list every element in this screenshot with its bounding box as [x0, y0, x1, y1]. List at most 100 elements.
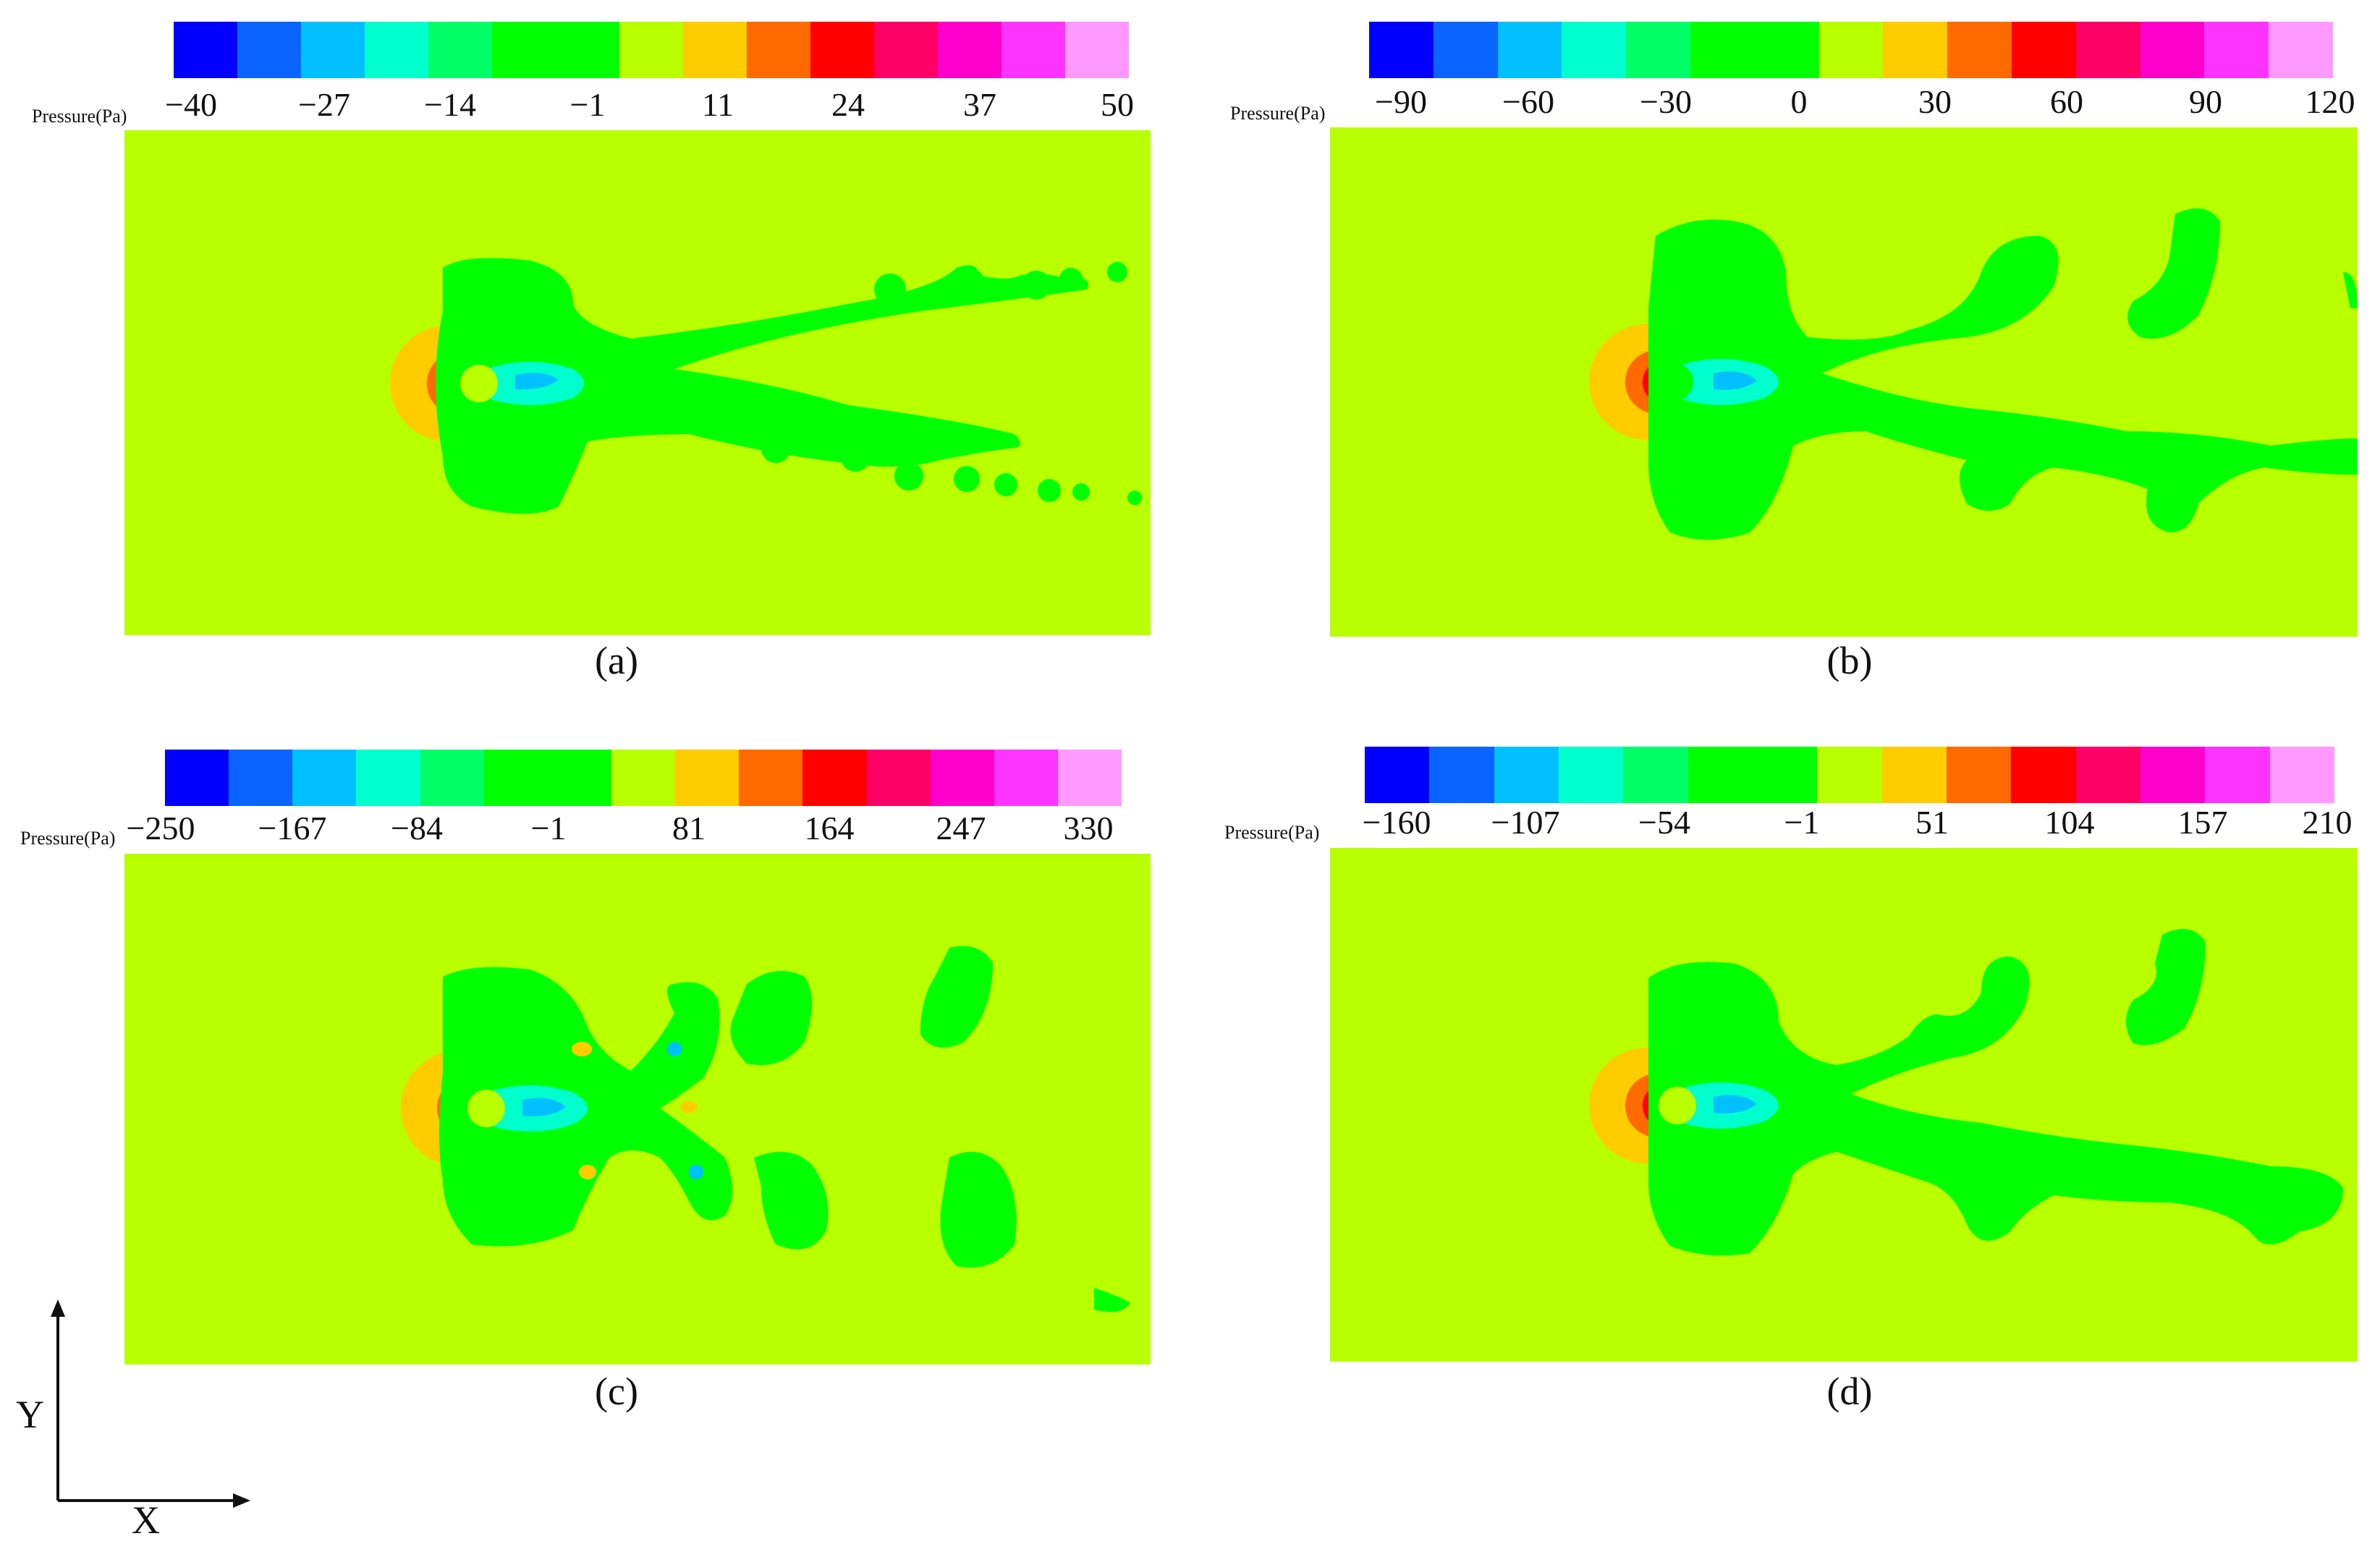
pressure-label-c: Pressure(Pa) [20, 828, 116, 849]
tick-c-5: 164 [804, 810, 855, 847]
colorbar-segment [1817, 747, 1882, 803]
pressure-field-a [124, 130, 1151, 635]
tick-c-1: −167 [258, 810, 327, 847]
colorbar-segment [229, 750, 293, 806]
colorbar-segment [2075, 747, 2140, 803]
colorbar-segment [1690, 22, 1755, 78]
pressure-field-d [1330, 848, 2358, 1362]
colorbar-segment [365, 22, 428, 78]
colorbar-segment [2269, 747, 2334, 803]
tick-c-4: 81 [672, 810, 706, 847]
colorbar-segment [174, 22, 237, 78]
colorbar-segment [1001, 22, 1065, 78]
x-axis-label: X [132, 1498, 160, 1542]
tick-a-4: 11 [701, 86, 734, 123]
tick-a-3: −1 [569, 86, 606, 123]
colorbar-segment [1497, 22, 1562, 78]
tick-a-6: 37 [963, 86, 996, 123]
colorbar-segment [739, 750, 803, 806]
colorbar-segment [556, 22, 619, 78]
colorbar-segment [292, 750, 357, 806]
pressure-field-c [124, 854, 1151, 1365]
colorbar-a [174, 22, 1129, 78]
caption-d: (d) [1826, 1370, 1873, 1413]
tick-c-0: −250 [126, 810, 195, 847]
tick-a-7: 50 [1101, 86, 1134, 123]
colorbar-segment [1623, 747, 1688, 803]
colorbar-segment [1365, 747, 1430, 803]
colorbar-segment [492, 22, 556, 78]
colorbar-segment [1057, 750, 1122, 806]
axes-arrows [51, 1299, 250, 1508]
colorbar-segment [1881, 747, 1947, 803]
tick-a-0: −40 [165, 86, 217, 123]
caption-a: (a) [595, 639, 638, 682]
pressure-label-b: Pressure(Pa) [1230, 103, 1326, 124]
colorbar-segment [866, 750, 931, 806]
tick-d-6: 157 [2177, 804, 2228, 841]
tick-d-5: 104 [2044, 804, 2095, 841]
tick-a-1: −27 [298, 86, 350, 123]
colorbar-segment [2140, 22, 2205, 78]
tick-b-4: 30 [1918, 83, 1952, 120]
colorbar-segment [301, 22, 365, 78]
colorbar-segment [810, 22, 874, 78]
colorbar-segment [619, 22, 683, 78]
tick-d-3: −1 [1784, 804, 1820, 841]
colorbar-segment [1687, 747, 1753, 803]
y-axis-label: Y [16, 1393, 44, 1436]
caption-b: (b) [1826, 639, 1873, 682]
colorbar-segment [1626, 22, 1690, 78]
colorbar-segment [2205, 747, 2270, 803]
colorbar-b [1369, 22, 2333, 78]
tick-d-2: −54 [1638, 804, 1690, 841]
caption-c: (c) [595, 1370, 638, 1413]
pressure-label-d: Pressure(Pa) [1224, 822, 1320, 843]
tick-a-5: 24 [831, 86, 865, 123]
colorbar-segment [1562, 22, 1627, 78]
tick-c-6: 247 [936, 810, 986, 847]
colorbar-segment [2011, 22, 2076, 78]
colorbar-segment [1754, 22, 1819, 78]
colorbar-segment [1946, 747, 2012, 803]
pressure-label-a: Pressure(Pa) [32, 106, 127, 127]
tick-b-5: 60 [2050, 83, 2083, 120]
colorbar-segment [874, 22, 938, 78]
tick-b-1: −60 [1502, 83, 1554, 120]
colorbar-segment [1494, 747, 1559, 803]
colorbar-segment [2269, 22, 2333, 78]
colorbar-segment [1818, 22, 1884, 78]
colorbar-segment [1883, 22, 1948, 78]
colorbar-segment [611, 750, 676, 806]
colorbar-segment [2204, 22, 2269, 78]
colorbar-segment [2075, 22, 2140, 78]
colorbar-segment [1433, 22, 1498, 78]
colorbar-segment [930, 750, 994, 806]
colorbar-segment [1065, 22, 1129, 78]
tick-c-7: 330 [1063, 810, 1114, 847]
colorbar-segment [420, 750, 484, 806]
colorbar-segment [1429, 747, 1494, 803]
colorbar-segment [165, 750, 229, 806]
colorbar-segment [1558, 747, 1624, 803]
tick-a-2: −14 [424, 86, 476, 123]
colorbar-segment [428, 22, 492, 78]
tick-b-3: 0 [1790, 83, 1808, 120]
colorbar-segment [1369, 22, 1433, 78]
colorbar-segment [2011, 747, 2076, 803]
colorbar-d [1365, 747, 2334, 803]
tick-b-0: −90 [1375, 83, 1427, 120]
tick-d-0: −160 [1362, 804, 1431, 841]
colorbar-segment [2140, 747, 2206, 803]
axes-indicator: Y X [14, 1295, 261, 1548]
colorbar-segment [802, 750, 867, 806]
tick-b-7: 120 [2305, 83, 2355, 120]
colorbar-segment [547, 750, 611, 806]
colorbar-segment [237, 22, 301, 78]
colorbar-segment [938, 22, 1001, 78]
tick-b-2: −30 [1640, 83, 1692, 120]
tick-d-4: 51 [1915, 804, 1949, 841]
tick-c-3: −1 [530, 810, 567, 847]
colorbar-segment [1947, 22, 2012, 78]
tick-c-2: −84 [391, 810, 443, 847]
